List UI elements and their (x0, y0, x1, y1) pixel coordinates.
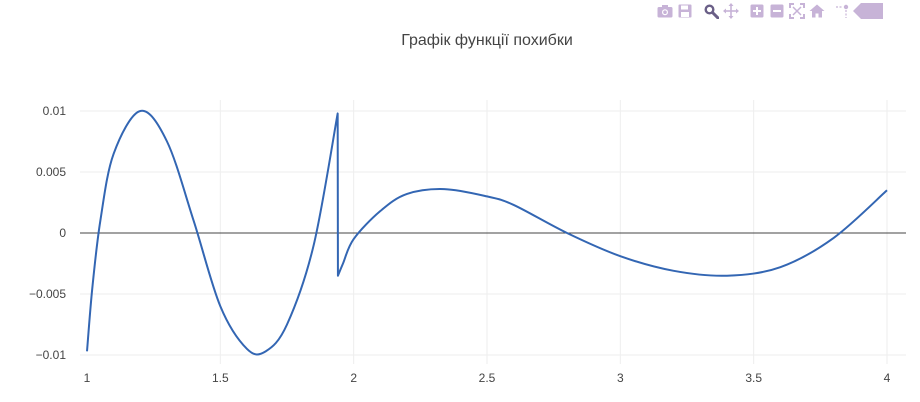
x-tick-label: 4 (884, 371, 891, 385)
chart-title: Графік функції похибки (401, 32, 573, 49)
pan-icon[interactable] (721, 2, 741, 20)
camera-icon[interactable] (655, 2, 675, 20)
save-icon[interactable] (675, 2, 695, 20)
x-tick-label: 3.5 (745, 371, 762, 385)
plotly-logo-icon[interactable] (853, 2, 883, 20)
zoom-in-icon[interactable] (747, 2, 767, 20)
y-tick-label: 0 (59, 226, 66, 240)
y-tick-label: −0.01 (36, 348, 67, 362)
y-tick-label: 0.005 (36, 165, 66, 179)
x-tick-label: 2 (350, 371, 357, 385)
modebar (655, 2, 883, 20)
y-tick-label: 0.01 (43, 104, 67, 118)
x-tick-label: 3 (617, 371, 624, 385)
x-tick-label: 1 (84, 371, 91, 385)
x-tick-label: 1.5 (212, 371, 229, 385)
autoscale-icon[interactable] (787, 2, 807, 20)
zoom-out-icon[interactable] (767, 2, 787, 20)
zoom-icon[interactable] (701, 2, 721, 20)
spike-lines-icon[interactable] (833, 2, 853, 20)
series-line (86, 109, 888, 356)
x-tick-label: 2.5 (479, 371, 496, 385)
home-icon[interactable] (807, 2, 827, 20)
y-tick-label: −0.005 (29, 287, 66, 301)
